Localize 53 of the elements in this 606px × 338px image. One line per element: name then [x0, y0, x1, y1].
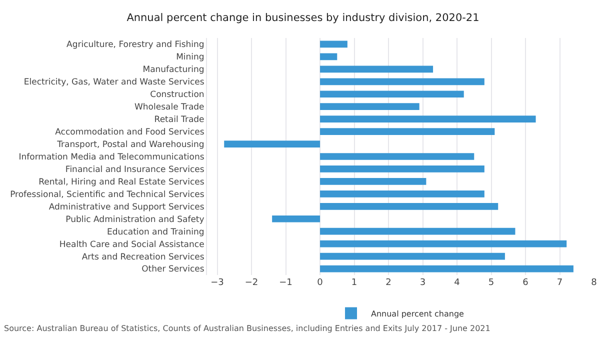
x-tick-label: 2 — [386, 278, 392, 288]
x-tick-label: 7 — [556, 278, 563, 288]
x-tick-label: 0 — [317, 278, 324, 288]
y-tick-label: Construction — [150, 90, 204, 100]
y-tick-label: Rental, Hiring and Real Estate Services — [38, 177, 205, 188]
y-tick-label: Retail Trade — [154, 115, 204, 126]
y-tick-label: Transport, Postal and Warehousing — [56, 140, 204, 150]
bar — [320, 252, 505, 260]
bar — [320, 90, 464, 98]
x-tick-label: 1 — [351, 278, 358, 288]
bar — [320, 240, 567, 248]
source-note: Source: Australian Bureau of Statistics, Counts of Australian Businesses, including Entries and Exits July 2017 - June 2021 — [4, 324, 490, 333]
bar — [272, 215, 320, 222]
y-tick-label: Manufacturing — [142, 65, 204, 76]
chart-title: Annual percent change in businesses by industry division, 2020-21 — [126, 12, 480, 24]
bar — [224, 140, 320, 148]
y-tick-label: Professional, Scientific and Technical Services — [10, 190, 205, 200]
x-tick-label: 4 — [454, 278, 460, 288]
bar — [320, 40, 348, 48]
y-tick-label: Arts and Recreation Services — [82, 252, 205, 262]
bar — [320, 116, 536, 123]
x-tick-label: 6 — [522, 278, 529, 288]
x-tick-label: 3 — [420, 278, 426, 288]
y-tick-label: Electricity, Gas, Water and Waste Services — [24, 78, 205, 88]
bar — [320, 103, 420, 110]
bar — [320, 190, 484, 198]
y-tick-label: Education and Training — [107, 227, 204, 238]
y-tick-label: Mining — [176, 52, 204, 63]
x-tick-label: −2 — [244, 278, 258, 288]
x-tick-label: −1 — [279, 278, 292, 288]
bar — [320, 53, 338, 60]
bar — [320, 66, 434, 73]
bar — [320, 228, 516, 235]
y-tick-label: Administrative and Support Services — [48, 202, 205, 212]
y-tick-label: Public Administration and Safety — [66, 214, 204, 225]
y-tick-label: Agriculture, Forestry and Fishing — [66, 40, 204, 50]
legend-label: Annual percent change — [371, 309, 464, 318]
bar — [320, 153, 474, 160]
x-tick-label: −3 — [210, 278, 224, 288]
bar — [320, 128, 495, 135]
y-tick-label: Information Media and Telecommunications — [18, 152, 205, 162]
bar — [320, 202, 498, 210]
x-tick-label: 5 — [488, 278, 494, 288]
bar — [320, 166, 484, 172]
y-tick-label: Financial and Insurance Services — [65, 164, 205, 175]
y-tick-label: Wholesale Trade — [134, 102, 204, 113]
bar — [320, 265, 574, 272]
y-tick-label: Health Care and Social Assistance — [59, 240, 204, 250]
x-tick-label: 8 — [591, 278, 598, 288]
bar — [320, 78, 484, 86]
y-tick-label: Other Services — [142, 264, 205, 275]
y-tick-label: Accommodation and Food Services — [55, 128, 205, 138]
bar — [320, 178, 426, 185]
